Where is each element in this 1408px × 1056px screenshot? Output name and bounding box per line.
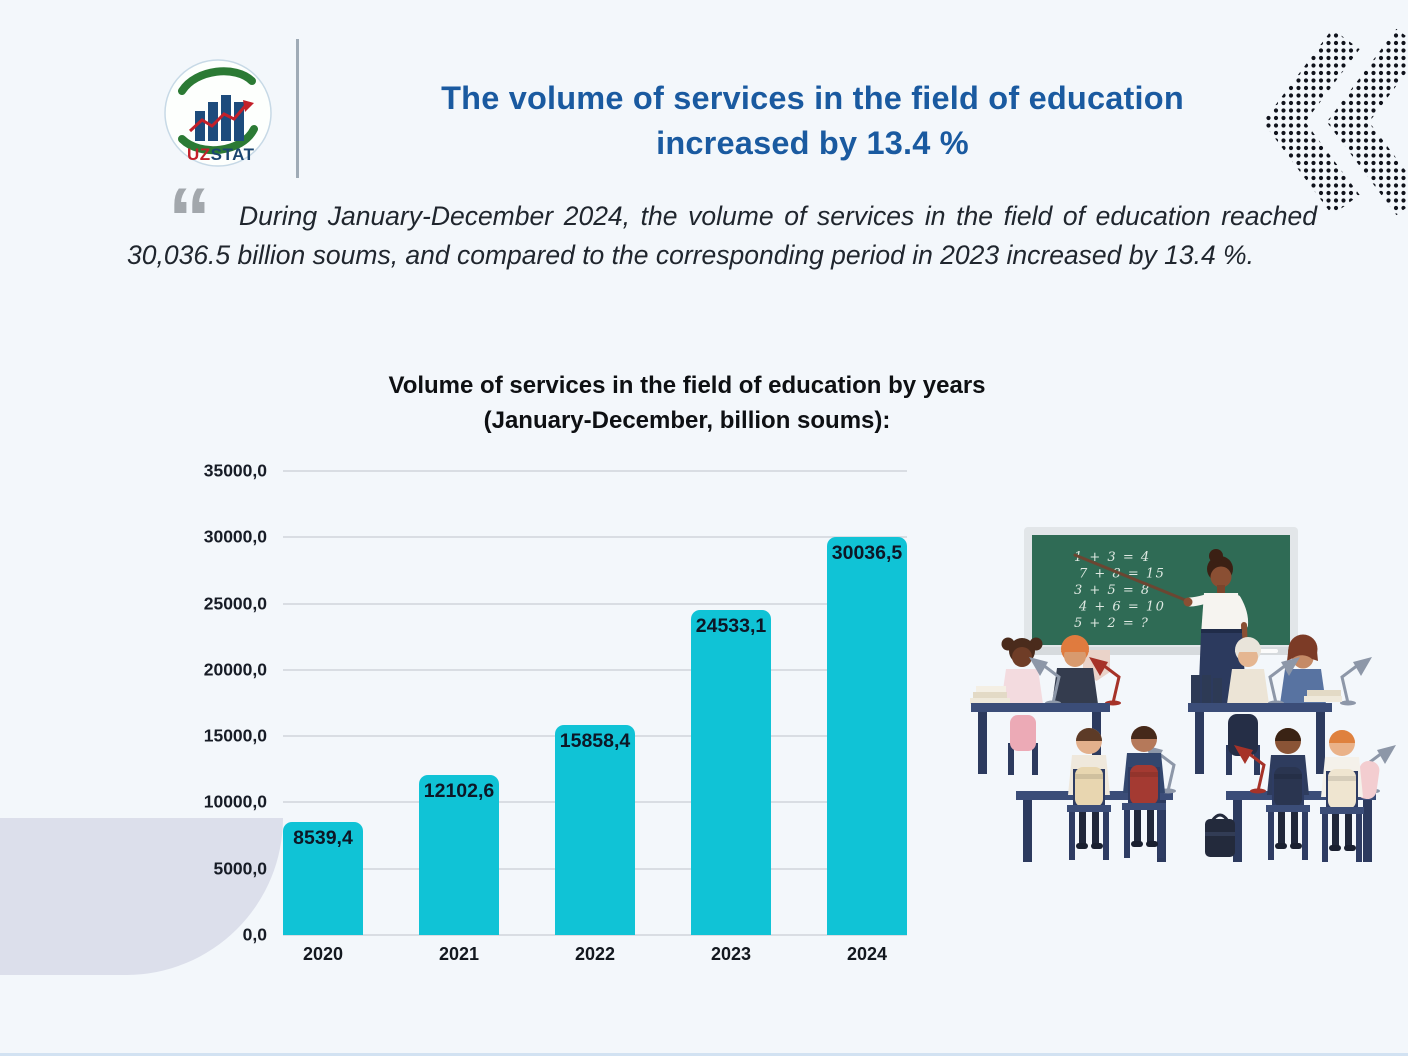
y-axis-tick-label: 25000,0 xyxy=(203,593,267,614)
chart-plot: 35000,0 30000,0 25000,0 20000,0 15000,0 10000… xyxy=(204,461,907,964)
gridline xyxy=(283,934,907,936)
chart-title-line1: Volume of services in the field of educa… xyxy=(388,372,986,399)
y-axis-tick-label: 35000,0 xyxy=(203,460,267,481)
bar-value-label: 24533,1 xyxy=(695,614,767,637)
student-front-navy xyxy=(1266,728,1310,860)
board-equation-line: 5 + 2 = ? xyxy=(1074,616,1149,631)
uzstat-logo-icon: UZSTAT xyxy=(164,59,272,167)
logo-bars-icon xyxy=(195,95,244,141)
page-title-line2: increased by 13.4 % xyxy=(656,125,969,161)
y-axis-tick-label: 30000,0 xyxy=(203,526,267,547)
board-equation-line: 3 + 5 = 8 xyxy=(1074,583,1151,598)
student-girl-pink xyxy=(1001,669,1043,704)
corner-decoration xyxy=(0,818,283,975)
gridline xyxy=(283,668,907,671)
chalk-piece xyxy=(1258,649,1278,653)
quote-icon: “ xyxy=(168,171,211,267)
gridline xyxy=(283,536,907,539)
bar-value-label: 8539,4 xyxy=(293,826,353,849)
board-equation-line: 1 + 3 = 4 xyxy=(1074,550,1151,565)
page-title: The volume of services in the field of e… xyxy=(320,76,1305,166)
bar-2021: 12102,6 xyxy=(419,774,499,935)
chart-title: Volume of services in the field of educa… xyxy=(283,368,1091,438)
chevrons-decoration-icon xyxy=(1262,28,1408,216)
bar-2022: 15858,4 xyxy=(555,724,635,935)
logo-trend-line xyxy=(188,104,248,133)
desk-lamp-icon xyxy=(1338,655,1374,707)
lead-paragraph: During January-December 2024, the volume… xyxy=(127,201,1317,270)
y-axis-tick-label: 20000,0 xyxy=(203,659,267,680)
x-axis-tick-label: 2023 xyxy=(710,944,752,964)
logo-text-stat: STAT xyxy=(211,145,255,164)
student-front-left xyxy=(1067,728,1111,860)
logo-swoosh-bottom xyxy=(178,125,258,155)
student-front-orange xyxy=(1320,730,1364,862)
y-axis-tick-label: 0,0 xyxy=(242,924,267,945)
student-redhead xyxy=(1052,668,1098,704)
gridline xyxy=(283,602,907,605)
bar-2020: 8539,4 xyxy=(283,821,363,935)
student-blonde xyxy=(1227,669,1269,704)
logo-text-uz: UZ xyxy=(187,145,211,164)
logo-wordmark: UZSTAT xyxy=(187,145,255,164)
pink-jacket xyxy=(1356,760,1380,800)
students-right-group xyxy=(1188,634,1398,862)
bar-2024: 30036,5 xyxy=(827,536,907,935)
y-axis-tick-label: 10000,0 xyxy=(203,791,267,812)
logo-trend-arrow xyxy=(243,100,254,112)
chart-title-line2: (January-December, billion soums): xyxy=(483,407,891,434)
page-title-line1: The volume of services in the field of e… xyxy=(441,80,1184,116)
header-divider xyxy=(296,39,299,178)
pink-backpack xyxy=(1010,715,1036,751)
x-axis-tick-label: 2020 xyxy=(302,944,344,964)
bar-value-label: 30036,5 xyxy=(831,541,903,564)
x-axis-tick-label: 2024 xyxy=(846,944,888,964)
briefcase xyxy=(1205,813,1235,857)
y-axis-tick-label: 5000,0 xyxy=(213,858,267,879)
pointer-stick xyxy=(1073,553,1192,604)
desk-lamp-icon xyxy=(1232,743,1268,795)
classroom-illustration: 1 + 3 = 47 + 8 = 153 + 5 = 84 + 6 = 105 … xyxy=(970,527,1398,862)
gridline xyxy=(283,470,907,472)
bottom-accent-strip xyxy=(0,1053,1408,1056)
x-axis-tick-label: 2021 xyxy=(438,944,480,964)
bar-value-label: 12102,6 xyxy=(423,779,495,802)
student-front-red-backpack xyxy=(1122,726,1166,858)
bar-2023: 24533,1 xyxy=(691,609,771,935)
students-left-group xyxy=(970,635,1178,862)
logo-swoosh-top xyxy=(178,67,256,95)
y-axis-tick-label: 15000,0 xyxy=(203,725,267,746)
x-axis-tick-label: 2022 xyxy=(574,944,616,964)
bar-value-label: 15858,4 xyxy=(559,729,631,752)
board-equation-line: 4 + 6 = 10 xyxy=(1078,600,1165,615)
